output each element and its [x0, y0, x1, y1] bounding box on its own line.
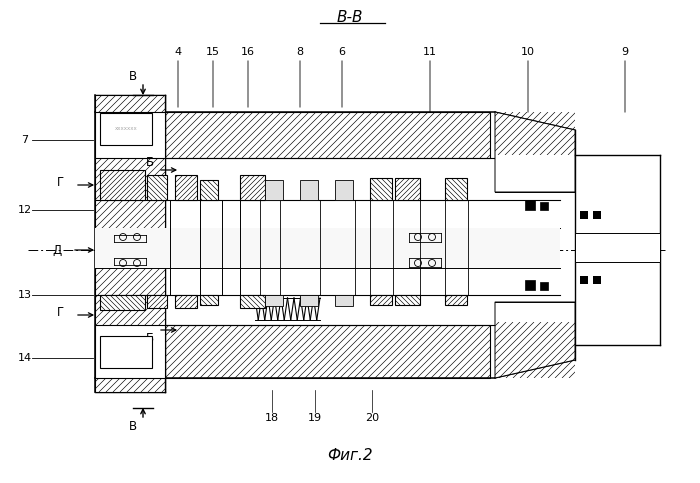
Text: 20: 20: [365, 413, 379, 423]
Bar: [370, 178, 392, 200]
Text: 14: 14: [18, 353, 32, 363]
Bar: [95, 112, 165, 158]
Bar: [395, 295, 420, 305]
Text: 16: 16: [241, 47, 255, 57]
Polygon shape: [495, 112, 575, 192]
Text: Б: Б: [146, 156, 154, 169]
Text: Г: Г: [57, 307, 64, 319]
Text: 10: 10: [521, 47, 535, 57]
Bar: [200, 180, 218, 200]
Bar: [100, 170, 145, 200]
Bar: [540, 282, 548, 290]
Bar: [95, 325, 165, 378]
Text: xxxxxxx: xxxxxxx: [115, 127, 137, 131]
Polygon shape: [495, 302, 575, 378]
Bar: [525, 280, 535, 290]
Bar: [100, 336, 152, 368]
Bar: [580, 211, 588, 219]
Text: 4: 4: [174, 47, 181, 57]
Bar: [593, 276, 601, 284]
Text: 13: 13: [18, 290, 32, 300]
Bar: [300, 180, 318, 200]
Text: 8: 8: [296, 47, 304, 57]
Bar: [175, 295, 197, 308]
Text: Б: Б: [146, 331, 154, 344]
Bar: [240, 175, 265, 200]
Bar: [265, 180, 283, 200]
Bar: [575, 233, 660, 262]
Bar: [95, 112, 490, 158]
Bar: [100, 295, 145, 310]
Bar: [200, 295, 218, 305]
Bar: [100, 113, 152, 145]
Text: 9: 9: [622, 47, 629, 57]
Text: 15: 15: [206, 47, 220, 57]
Text: 12: 12: [18, 205, 32, 215]
Text: 19: 19: [308, 413, 322, 423]
Text: Фиг.2: Фиг.2: [327, 448, 373, 463]
Bar: [95, 325, 490, 378]
Text: В-В: В-В: [337, 11, 363, 26]
Bar: [395, 178, 420, 200]
Bar: [95, 228, 560, 268]
Bar: [580, 276, 588, 284]
Bar: [95, 95, 165, 392]
Bar: [445, 295, 467, 305]
Text: 6: 6: [339, 47, 346, 57]
Bar: [525, 200, 535, 210]
Bar: [300, 295, 318, 306]
Bar: [147, 295, 167, 308]
Bar: [335, 180, 353, 200]
Bar: [265, 295, 283, 306]
Text: В: В: [129, 70, 137, 83]
Text: Д: Д: [52, 243, 62, 256]
Bar: [370, 295, 392, 305]
Bar: [540, 202, 548, 210]
Text: 18: 18: [265, 413, 279, 423]
Bar: [445, 178, 467, 200]
Bar: [240, 295, 265, 308]
Text: 11: 11: [423, 47, 437, 57]
Text: Г: Г: [57, 176, 64, 189]
Bar: [175, 175, 197, 200]
Bar: [593, 211, 601, 219]
Text: 7: 7: [22, 135, 29, 145]
Bar: [147, 175, 167, 200]
Bar: [335, 295, 353, 306]
Text: В: В: [129, 421, 137, 434]
